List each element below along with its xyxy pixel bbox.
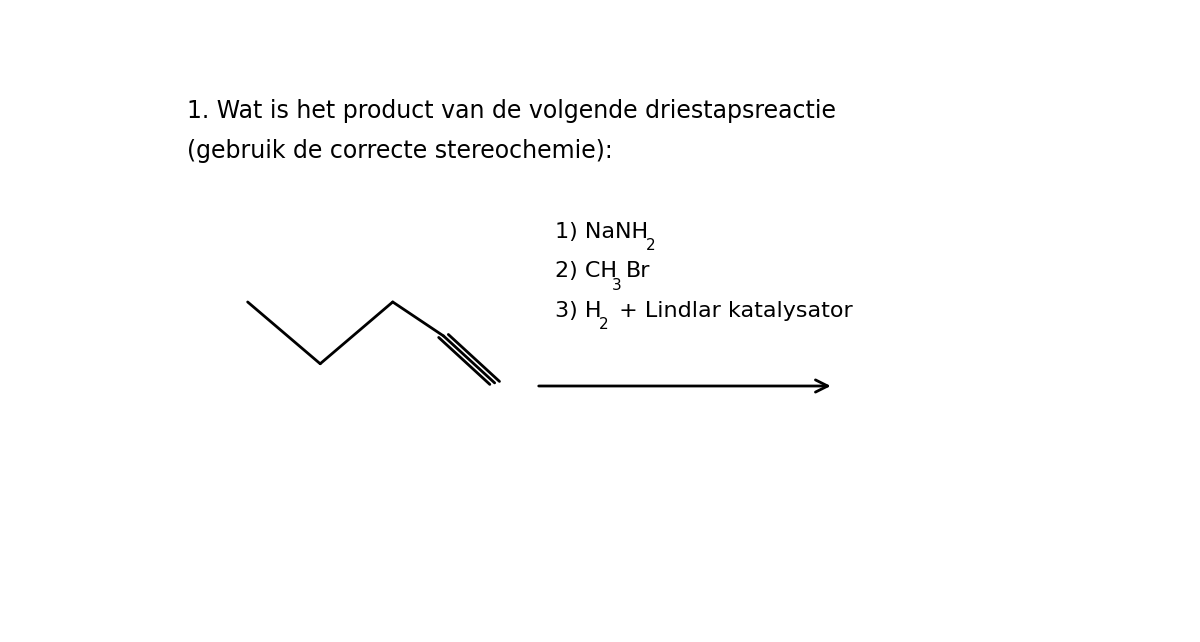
Text: (gebruik de correcte stereochemie):: (gebruik de correcte stereochemie): [187,139,613,163]
Text: 2) CH: 2) CH [554,261,617,281]
Text: 2: 2 [646,238,655,253]
Text: Br: Br [626,261,650,281]
Text: + Lindlar katalysator: + Lindlar katalysator [612,301,853,321]
Text: 1) NaNH: 1) NaNH [554,221,648,241]
Text: 3: 3 [612,277,622,293]
Text: 3) H: 3) H [554,301,601,321]
Text: 2: 2 [599,317,608,332]
Text: 1. Wat is het product van de volgende driestapsreactie: 1. Wat is het product van de volgende dr… [187,100,836,123]
